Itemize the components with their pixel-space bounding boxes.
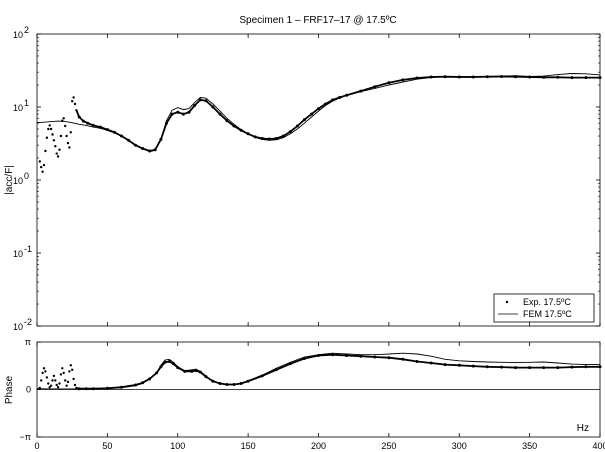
magnitude-exp-point xyxy=(72,96,75,99)
magnitude-exp-point xyxy=(38,160,41,163)
phase-exp-point xyxy=(42,367,46,370)
magnitude-exp-point xyxy=(41,170,44,173)
magnitude-y-tick-exponent: 2 xyxy=(24,25,29,35)
magnitude-y-tick-exponent: -1 xyxy=(24,244,32,254)
magnitude-y-axis-label: |acc/F| xyxy=(4,165,15,195)
legend-entry-fem: FEM 17.5ºC xyxy=(523,309,572,319)
phase-exp-point xyxy=(41,371,44,375)
phase-y-tick-label: π xyxy=(25,337,31,347)
x-axis-label: Hz xyxy=(577,423,589,434)
phase-exp-point xyxy=(51,379,54,382)
phase-exp-point xyxy=(63,379,67,382)
legend-entry-exp: Exp. 17.5ºC xyxy=(523,297,571,307)
magnitude-series xyxy=(36,73,602,173)
phase-exp-point xyxy=(71,368,74,371)
x-tick-label: 200 xyxy=(311,441,326,451)
magnitude-exp-point xyxy=(71,100,74,103)
phase-exp-point xyxy=(55,383,58,387)
legend: Exp. 17.5ºC FEM 17.5ºC xyxy=(493,293,595,323)
magnitude-exp-point xyxy=(44,149,47,153)
phase-exp-point xyxy=(48,386,51,389)
phase-exp-point xyxy=(73,383,77,387)
phase-y-axis-label: Phase xyxy=(4,375,15,404)
x-tick-label: 50 xyxy=(102,441,112,451)
magnitude-exp-point xyxy=(45,136,49,139)
phase-exp-point xyxy=(52,374,56,378)
legend-box xyxy=(493,293,595,323)
phase-exp-point xyxy=(54,379,57,382)
magnitude-exp-point xyxy=(48,124,51,127)
phase-exp-point xyxy=(66,380,70,384)
magnitude-exp-point xyxy=(40,165,43,169)
magnitude-exp-point xyxy=(42,163,46,167)
chart-title: Specimen 1 – FRF17–17 @ 17.5ºC xyxy=(239,15,396,26)
phase-exp-point xyxy=(69,364,73,367)
magnitude-exp-point xyxy=(69,131,73,134)
magnitude-exp-point xyxy=(52,139,56,142)
x-tick-label: 400 xyxy=(592,441,605,451)
phase-exp-point xyxy=(45,376,49,379)
magnitude-y-tick-exponent: -2 xyxy=(24,317,32,327)
magnitude-y-tick-label: 10 xyxy=(13,322,23,332)
magnitude-exp-point xyxy=(55,152,58,155)
magnitude-y-tick-exponent: 1 xyxy=(24,98,29,108)
x-tick-label: 0 xyxy=(34,441,39,451)
magnitude-exp-point xyxy=(49,127,53,131)
magnitude-exp-point xyxy=(54,145,57,148)
phase-fem-line xyxy=(36,352,600,390)
phase-exp-point xyxy=(49,384,53,387)
phase-exp-point xyxy=(72,377,75,381)
magnitude-exp-point xyxy=(73,102,77,106)
magnitude-exp-point xyxy=(62,117,65,120)
magnitude-y-tick-label: 10 xyxy=(13,103,23,113)
magnitude-y-tick-label: 10 xyxy=(13,249,23,259)
phase-series xyxy=(36,352,602,391)
x-ticks: 0 50 100 150 200 250 300 350 400 xyxy=(34,34,605,451)
phase-y-tick-label: 0 xyxy=(26,385,31,395)
x-tick-label: 150 xyxy=(241,441,256,451)
phase-exp-point xyxy=(68,370,71,373)
phase-exp-point xyxy=(61,367,64,370)
x-tick-label: 100 xyxy=(170,441,185,451)
magnitude-plot-frame xyxy=(36,33,601,327)
x-tick-label: 300 xyxy=(452,441,467,451)
phase-y-tick-label: −π xyxy=(20,432,31,442)
phase-exp-point xyxy=(56,386,60,389)
magnitude-y-tick-exponent: 0 xyxy=(24,171,29,181)
phase-exp-point xyxy=(59,373,63,376)
magnitude-exp-point xyxy=(58,148,61,151)
magnitude-exp-point xyxy=(68,146,71,149)
magnitude-exp-point xyxy=(47,127,50,131)
magnitude-exp-point xyxy=(59,134,63,138)
magnitude-y-tick-label: 10 xyxy=(13,30,23,40)
magnitude-exp-point xyxy=(63,124,67,128)
phase-exp-point xyxy=(58,382,61,385)
phase-axes: Phase Hz −π0π 050100150200250300350400 xyxy=(4,34,605,451)
phase-exp-point xyxy=(40,379,43,382)
phase-exp-point xyxy=(65,384,68,387)
magnitude-axes: Specimen 1 – FRF17–17 @ 17.5ºC |acc/F| 1… xyxy=(4,15,602,332)
magnitude-y-tick-label: 10 xyxy=(13,176,23,186)
magnitude-exp-point xyxy=(56,155,60,158)
phase-exp-point xyxy=(47,382,50,385)
phase-exp-point xyxy=(62,371,65,375)
magnitude-fem-line xyxy=(36,73,601,153)
magnitude-exp-point xyxy=(51,133,54,136)
legend-marker-exp xyxy=(505,300,509,304)
x-tick-label: 250 xyxy=(381,441,396,451)
phase-y-ticks: −π 0 π xyxy=(20,337,41,442)
magnitude-exp-point xyxy=(65,134,68,138)
phase-exp-point xyxy=(44,370,47,373)
magnitude-exp-point xyxy=(66,141,70,145)
x-tick-label: 350 xyxy=(522,441,537,451)
